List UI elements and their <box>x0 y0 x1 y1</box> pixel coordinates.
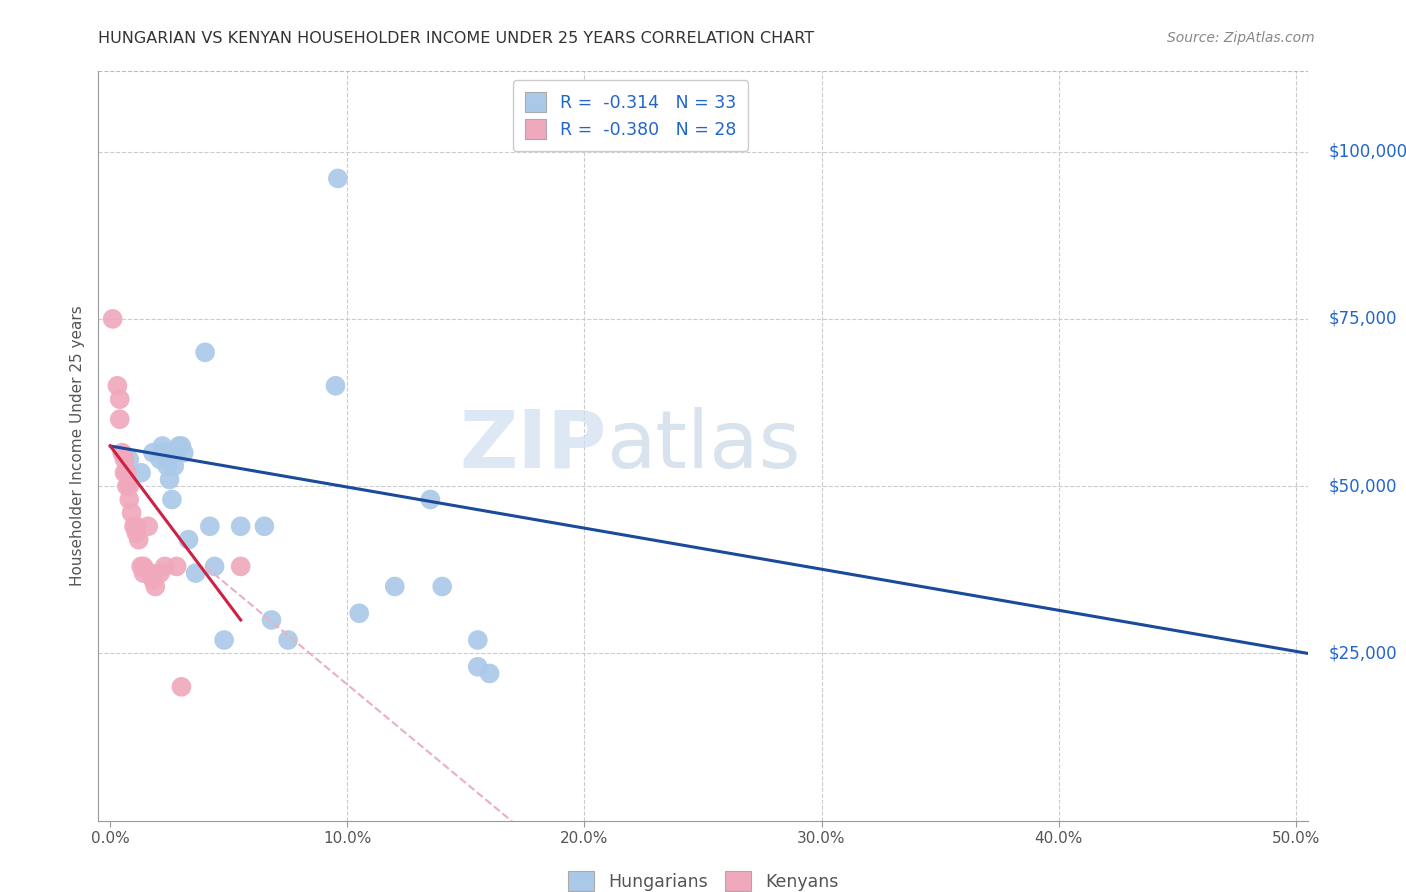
Point <box>139 566 162 580</box>
Point <box>108 412 131 426</box>
Point <box>194 345 217 359</box>
Text: Source: ZipAtlas.com: Source: ZipAtlas.com <box>1167 31 1315 45</box>
Point <box>129 559 152 574</box>
Point <box>163 458 186 473</box>
Point <box>108 392 131 407</box>
Text: ZIP: ZIP <box>458 407 606 485</box>
Legend: Hungarians, Kenyans: Hungarians, Kenyans <box>561 864 845 892</box>
Point <box>347 607 370 621</box>
Point <box>419 492 441 507</box>
Point <box>467 660 489 674</box>
Point <box>184 566 207 580</box>
Text: $50,000: $50,000 <box>1329 477 1398 495</box>
Text: $75,000: $75,000 <box>1329 310 1398 328</box>
Point <box>326 171 349 186</box>
Text: HUNGARIAN VS KENYAN HOUSEHOLDER INCOME UNDER 25 YEARS CORRELATION CHART: HUNGARIAN VS KENYAN HOUSEHOLDER INCOME U… <box>98 31 814 46</box>
Point <box>132 559 155 574</box>
Point <box>159 472 181 486</box>
Point <box>132 566 155 580</box>
Point <box>114 466 136 480</box>
Point <box>118 479 141 493</box>
Point <box>115 466 138 480</box>
Point <box>115 479 138 493</box>
Point <box>260 613 283 627</box>
Point <box>212 633 235 648</box>
Text: $25,000: $25,000 <box>1329 644 1398 663</box>
Point <box>177 533 200 547</box>
Point <box>153 559 176 574</box>
Point <box>229 559 252 574</box>
Point <box>204 559 226 574</box>
Point <box>125 519 148 533</box>
Point <box>125 525 148 540</box>
Point <box>170 439 193 453</box>
Point <box>384 580 406 594</box>
Y-axis label: Householder Income Under 25 years: Householder Income Under 25 years <box>69 306 84 586</box>
Point <box>142 445 165 460</box>
Point <box>142 573 165 587</box>
Point <box>129 466 152 480</box>
Text: $100,000: $100,000 <box>1329 143 1406 161</box>
Point <box>170 680 193 694</box>
Point <box>432 580 454 594</box>
Point <box>122 519 145 533</box>
Point <box>101 312 124 326</box>
Text: atlas: atlas <box>606 407 800 485</box>
Point <box>253 519 276 533</box>
Point <box>118 492 141 507</box>
Point <box>277 633 299 648</box>
Point <box>166 559 188 574</box>
Point <box>156 458 179 473</box>
Point <box>136 519 159 533</box>
Point <box>149 566 172 580</box>
Point <box>198 519 221 533</box>
Point <box>118 452 141 467</box>
Point <box>143 580 166 594</box>
Point <box>478 666 501 681</box>
Point <box>105 378 128 392</box>
Point <box>166 445 188 460</box>
Point <box>111 445 134 460</box>
Point <box>128 533 150 547</box>
Point <box>229 519 252 533</box>
Point <box>114 452 136 467</box>
Point <box>173 445 195 460</box>
Point <box>152 439 174 453</box>
Point <box>149 452 172 467</box>
Point <box>153 445 176 460</box>
Point <box>467 633 489 648</box>
Point <box>167 439 190 453</box>
Point <box>325 378 347 392</box>
Point <box>160 492 183 507</box>
Point <box>121 506 143 520</box>
